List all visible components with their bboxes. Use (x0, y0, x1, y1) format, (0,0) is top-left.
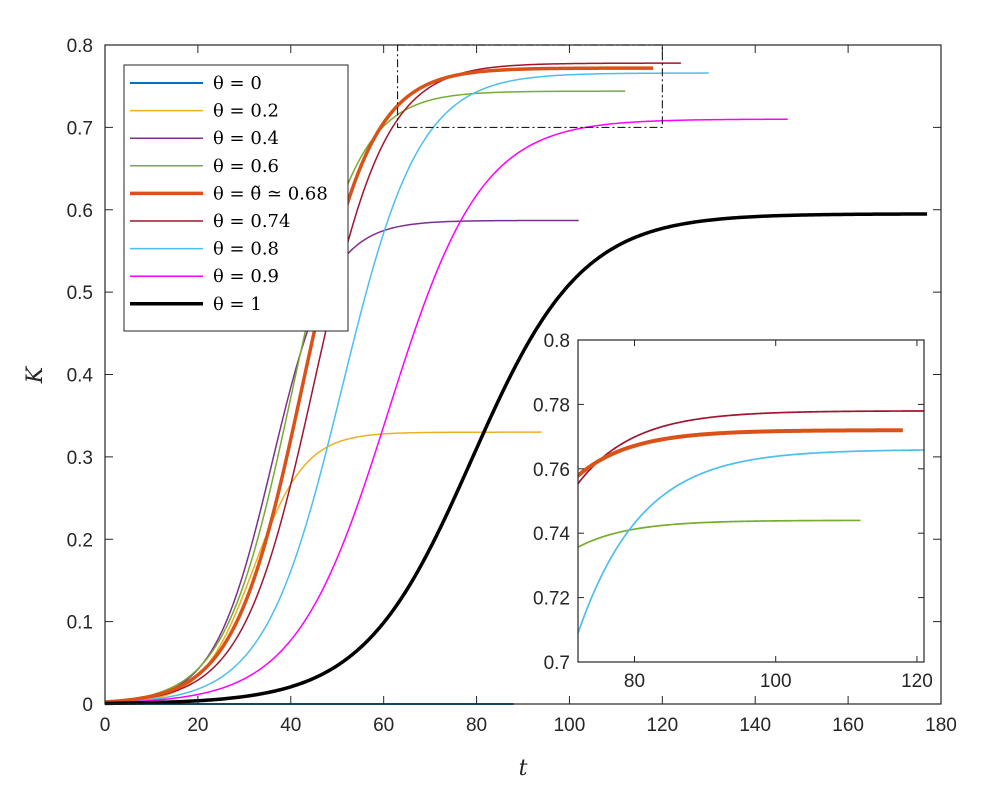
y-tick-label: 0.7 (67, 118, 93, 139)
x-tick-label: 140 (739, 715, 771, 736)
inset-y-tick-label: 0.76 (533, 460, 570, 481)
inset-y-tick-label: 0.74 (533, 524, 570, 545)
y-tick-label: 0.5 (67, 283, 93, 304)
x-tick-label: 120 (646, 715, 678, 736)
series-line-0-68 (104, 66, 654, 704)
x-tick-label: 60 (373, 715, 394, 736)
zoom-box (397, 44, 663, 128)
series-line-0-9 (104, 118, 788, 704)
inset-y-axis-ticks: 0.7 0.72 0.74 0.76 0.78 0.8 (533, 331, 924, 674)
inset-y-tick-label: 0.8 (544, 331, 570, 352)
x-tick-label: 100 (554, 715, 586, 736)
x-tick-label: 160 (832, 715, 864, 736)
legend-label-0-4: θ = 0.4 (213, 128, 279, 149)
y-tick-label: 0 (82, 695, 93, 716)
x-tick-label: 40 (280, 715, 301, 736)
y-tick-label: 0.8 (67, 36, 93, 57)
legend-label-0: θ = 0 (213, 73, 262, 94)
legend-label-0-68: θ = θ̃ ≃ 0.68 (213, 183, 328, 204)
legend-label-0-2: θ = 0.2 (213, 101, 279, 122)
series-line-1 (104, 212, 928, 706)
legend-label-1: θ = 1 (213, 294, 262, 315)
inset-x-tick-label: 100 (760, 671, 792, 692)
legend-label-0-74: θ = 0.74 (213, 211, 290, 232)
y-tick-label: 0.3 (67, 448, 93, 469)
legend-label-0-6: θ = 0.6 (213, 156, 279, 177)
inset-line-0-6 (578, 519, 861, 549)
x-tick-label: 0 (100, 715, 111, 736)
inset-x-axis-ticks: 80 100 120 (624, 340, 933, 692)
legend-label-0-8: θ = 0.8 (213, 239, 279, 260)
x-tick-label: 20 (187, 715, 208, 736)
y-axis-ticks: 0 0.1 0.2 0.3 0.4 0.5 0.6 0.7 0.8 (67, 36, 941, 716)
legend: θ = 0 θ = 0.2 θ = 0.4 θ = 0.6 θ = θ̃ ≃ 0.68 θ… (123, 64, 349, 332)
y-tick-label: 0.1 (67, 613, 93, 634)
inset-y-tick-label: 0.72 (533, 589, 570, 610)
inset-line-0-74 (578, 410, 924, 485)
inset-x-tick-label: 120 (901, 671, 933, 692)
legend-box (123, 64, 349, 332)
zoom-region-rect (397, 44, 663, 128)
y-tick-label: 0.6 (67, 201, 93, 222)
x-axis-label: t (519, 756, 528, 781)
inset-line-0-68 (578, 428, 904, 479)
y-tick-label: 0.2 (67, 530, 93, 551)
series-line-0-8 (104, 72, 709, 704)
y-tick-label: 0.4 (67, 366, 94, 387)
x-axis-ticks: 0 20 40 60 80 100 120 140 160 180 (100, 45, 957, 736)
legend-label-0-9: θ = 0.9 (213, 266, 279, 287)
inset-plot-area (578, 340, 924, 662)
x-tick-label: 180 (925, 715, 957, 736)
legend-items: θ = 0 θ = 0.2 θ = 0.4 θ = 0.6 θ = θ̃ ≃ 0.68 θ… (130, 73, 328, 315)
inset-series-lines (578, 410, 924, 636)
inset-x-tick-label: 80 (624, 671, 645, 692)
inset-line-0-8 (578, 449, 924, 636)
series-line-0-6 (104, 90, 626, 703)
series-line-0-74 (104, 62, 681, 703)
x-tick-label: 80 (466, 715, 487, 736)
inset-frame (577, 339, 925, 663)
inset-y-tick-label: 0.78 (533, 395, 570, 416)
inset-y-tick-label: 0.7 (544, 653, 570, 674)
inset-chart: 80 100 120 0.7 0.72 0.74 0.76 0.78 0.8 (533, 331, 933, 692)
y-axis-label: K (23, 365, 48, 384)
